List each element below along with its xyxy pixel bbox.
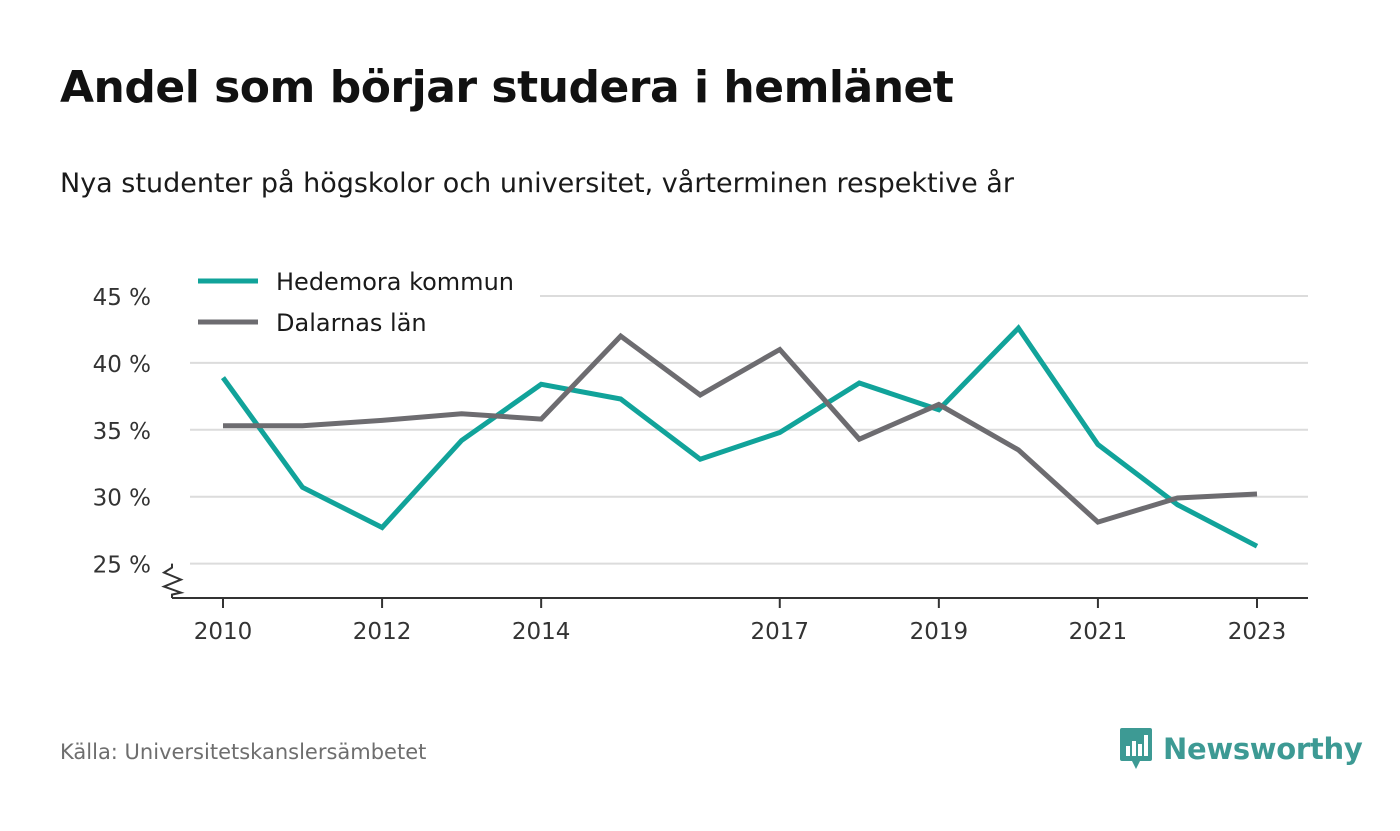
- x-tick-label: 2010: [194, 619, 253, 645]
- x-tick-label: 2023: [1228, 619, 1287, 645]
- y-tick-label: 35 %: [93, 419, 151, 445]
- series-line-hedemora-kommun: [220, 324, 1259, 549]
- bar-chart-bubble-icon: [1120, 728, 1152, 769]
- y-tick-label: 25 %: [93, 553, 151, 579]
- axes: 25 % 30 % 35 % 40 % 45 % 2010 2012 2014 2017 2019…: [93, 285, 1308, 645]
- chart-title: Andel som börjar studera i hemlänet: [60, 62, 954, 113]
- brand-name: Newsworthy: [1163, 732, 1363, 766]
- series-line-dalarnas-l-n: [223, 332, 1258, 525]
- line-chart: 25 % 30 % 35 % 40 % 45 % 2010 2012 2014 2017 2019…: [92, 262, 1308, 645]
- legend: Hedemora kommun Dalarnas län: [190, 262, 540, 342]
- x-tick-label: 2012: [353, 619, 412, 645]
- x-tick-label: 2014: [512, 619, 571, 645]
- source-note: Källa: Universitetskanslersämbetet: [60, 740, 427, 764]
- axis-break-icon: [161, 563, 185, 598]
- legend-label: Dalarnas län: [276, 309, 427, 337]
- x-tick-label: 2017: [750, 619, 809, 645]
- y-tick-label: 40 %: [93, 352, 151, 378]
- legend-label: Hedemora kommun: [276, 268, 514, 296]
- legend-background: [190, 262, 540, 342]
- series-lines: [220, 324, 1259, 549]
- y-tick-label: 30 %: [93, 486, 151, 512]
- brand-logo[interactable]: Newsworthy: [1118, 727, 1363, 771]
- x-tick-label: 2019: [910, 619, 969, 645]
- chart-subtitle: Nya studenter på högskolor och universit…: [60, 168, 1014, 199]
- y-tick-label: 45 %: [93, 285, 151, 311]
- x-tick-label: 2021: [1069, 619, 1128, 645]
